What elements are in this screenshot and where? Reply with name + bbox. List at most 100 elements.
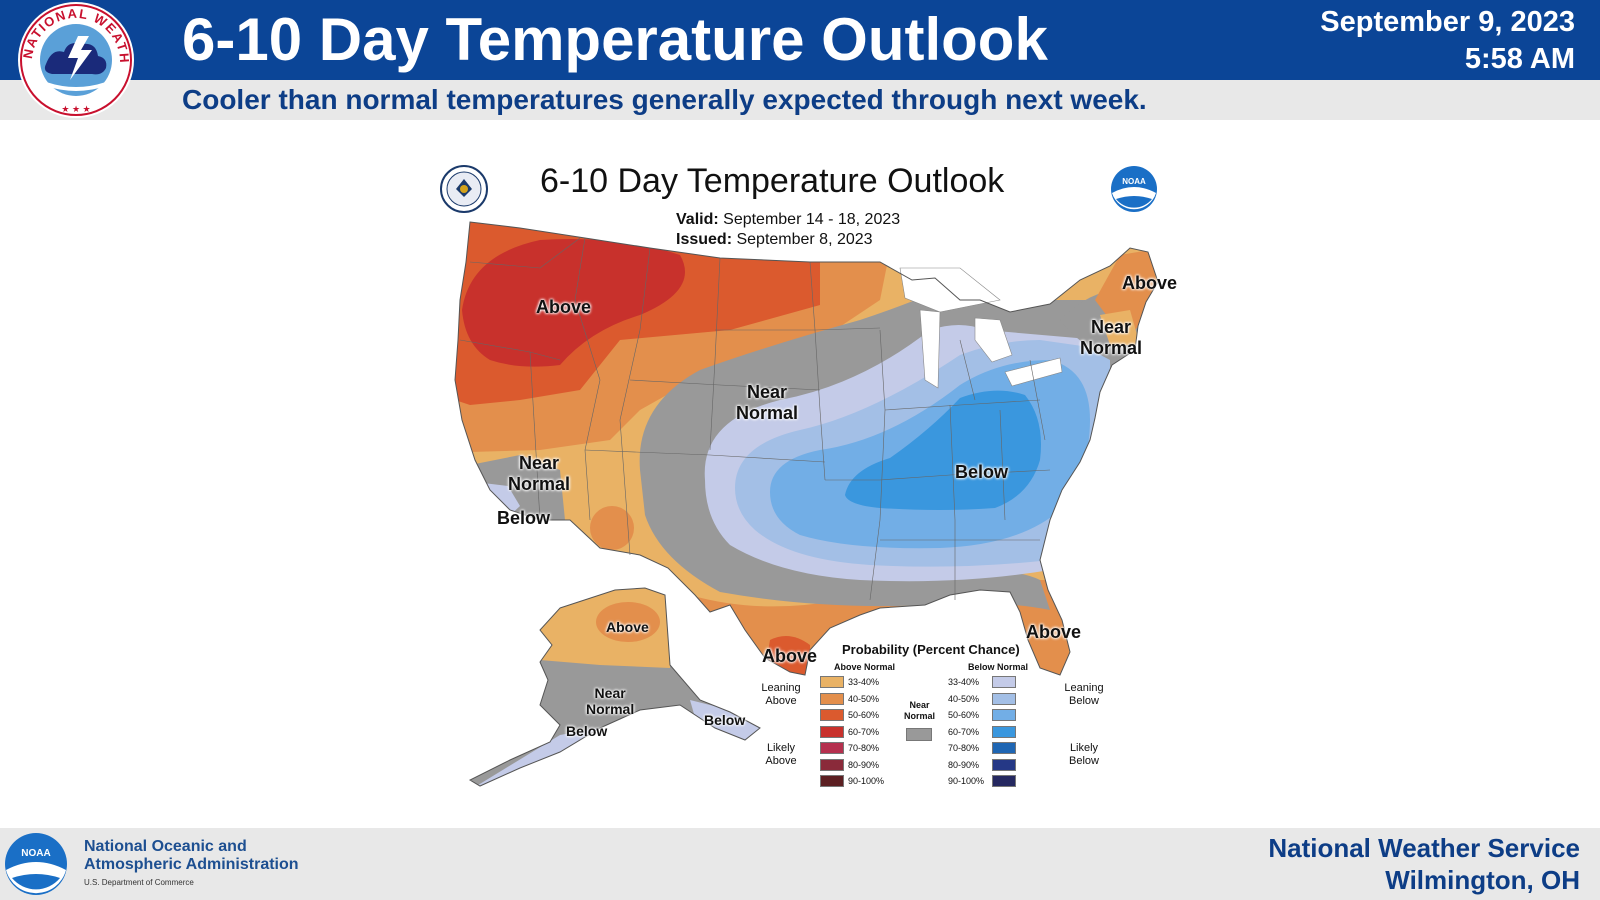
legend-above-range: 60-70% <box>848 726 880 737</box>
legend-below-swatch <box>992 758 1016 771</box>
svg-text:★ ★ ★: ★ ★ ★ <box>61 104 90 114</box>
legend-below-range: 33-40% <box>948 677 980 687</box>
valid-value: September 14 - 18, 2023 <box>723 211 901 228</box>
page-title: 6-10 Day Temperature Outlook <box>182 6 1048 73</box>
issued-date: Issued: September 8, 2023 <box>676 231 873 249</box>
legend-group-line: Above <box>765 755 797 768</box>
legend-below-range: 60-70% <box>948 726 980 737</box>
legend-below-swatch <box>992 692 1016 705</box>
legend-above-swatch <box>820 709 844 721</box>
legend-below-swatch <box>992 725 1016 738</box>
label-california-near: Near Normal <box>508 453 570 494</box>
legend-group-line: Leaning <box>761 682 801 694</box>
noaa-footer-logo-text: NOAA <box>21 848 50 859</box>
nws-logo-icon: NATIONAL WEATHER SERVICE ★ ★ ★ <box>12 0 134 118</box>
legend-group-line: Below <box>1069 695 1099 708</box>
footer-office: National Weather Service Wilmington, OH <box>1268 832 1580 896</box>
header-band <box>0 0 1600 80</box>
legend-below-swatch <box>992 742 1016 754</box>
label-line: Normal <box>1080 337 1143 358</box>
footer-agency-line1: National Oceanic and <box>84 838 247 855</box>
footer-nws-line1: National Weather Service <box>1268 833 1580 863</box>
temperature-outlook-map <box>454 221 1159 787</box>
legend-group-line: Likely <box>766 742 796 754</box>
subtitle-band <box>0 80 1600 120</box>
legend-group-line: Near <box>909 700 930 710</box>
map-title: 6-10 Day Temperature Outlook <box>540 162 1005 200</box>
label-line: Near <box>746 382 788 402</box>
probability-legend: Probability (Percent Chance) Above Norma… <box>758 638 1118 798</box>
legend-above-range: 70-80% <box>848 743 880 753</box>
label-new-england-near: Near Normal <box>1080 317 1142 358</box>
label-east-below: Below <box>955 462 1009 482</box>
label-maine-above: Above <box>1122 273 1178 293</box>
legend-group-line: Likely <box>1069 742 1099 754</box>
footer-nws-line2: Wilmington, OH <box>1385 865 1580 895</box>
label-alaska-above: Above <box>606 619 649 635</box>
noaa-logo-icon: NOAA <box>1111 166 1157 212</box>
legend-below-swatch <box>992 676 1016 688</box>
issue-datetime: September 9, 2023 5:58 AM <box>1320 4 1575 78</box>
label-line: Near <box>1090 317 1132 337</box>
label-line: Normal <box>508 473 571 494</box>
footer-agency-line2: Atmospheric Administration <box>84 856 299 873</box>
label-northern-plains: Near Normal <box>736 382 798 423</box>
legend-title: Probability (Percent Chance) <box>842 642 1020 657</box>
legend-below-range: 70-80% <box>948 743 980 753</box>
noaa-footer-logo-icon: NOAA <box>5 833 67 895</box>
commerce-seal-icon <box>440 165 488 213</box>
label-line: Normal <box>586 701 635 718</box>
legend-above-swatch <box>820 676 844 688</box>
legend-near-normal: Near Normal <box>904 700 935 722</box>
legend-above-range: 40-50% <box>848 693 880 704</box>
label-line: Normal <box>736 402 799 423</box>
legend-below-range: 80-90% <box>948 759 980 770</box>
footer-dept: U.S. Department of Commerce <box>84 878 194 887</box>
legend-likely-below: Likely Below <box>1058 742 1110 768</box>
legend-above-swatch <box>820 725 844 738</box>
legend-above-range: 50-60% <box>848 710 880 720</box>
legend-below-swatch <box>992 775 1016 787</box>
label-texas-above: Above <box>762 646 818 666</box>
legend-leaning-below: Leaning Below <box>1058 682 1110 708</box>
valid-label: Valid: <box>676 211 719 228</box>
page-subtitle: Cooler than normal temperatures generall… <box>182 84 1147 115</box>
legend-group-line: Normal <box>904 710 936 721</box>
alaska-outline <box>468 587 761 787</box>
label-line: Near <box>518 453 560 473</box>
legend-group-line: Above <box>765 695 797 708</box>
legend-above-header: Above Normal <box>834 662 896 672</box>
footer-band <box>0 828 1600 900</box>
conus-outline <box>454 221 1159 676</box>
label-alaska-below-west: Below <box>566 723 608 739</box>
state-lines <box>459 237 1051 601</box>
valid-period: Valid: September 14 - 18, 2023 <box>676 211 900 229</box>
legend-above-swatch <box>820 692 844 705</box>
legend-group-line: Below <box>1069 755 1099 768</box>
issue-time: 5:58 AM <box>1464 43 1575 75</box>
label-california-below: Below <box>497 508 551 528</box>
legend-below-range: 40-50% <box>948 693 980 704</box>
label-northwest: Above <box>536 297 592 317</box>
legend-below-header: Below Normal <box>968 662 1029 672</box>
label-line: Near <box>594 685 626 701</box>
issue-date: September 9, 2023 <box>1320 6 1575 38</box>
issued-label: Issued: <box>676 231 733 248</box>
legend-above-range: 90-100% <box>848 776 885 786</box>
footer-agency: National Oceanic and Atmospheric Adminis… <box>84 838 299 874</box>
label-alaska-below-panhandle: Below <box>704 712 746 728</box>
label-florida-above: Above <box>1026 622 1082 642</box>
legend-above-range: 33-40% <box>848 677 880 687</box>
legend-above-swatch <box>820 742 844 754</box>
legend-below-swatch <box>992 709 1016 721</box>
label-alaska-near: Near Normal <box>586 685 634 717</box>
legend-above-range: 80-90% <box>848 759 880 770</box>
legend-likely-above: Likely Above <box>758 742 804 768</box>
legend-below-range: 50-60% <box>948 710 980 720</box>
issued-value: September 8, 2023 <box>736 231 873 248</box>
legend-above-swatch <box>820 775 844 787</box>
conus-shading <box>455 222 1158 675</box>
legend-above-swatch <box>820 758 844 771</box>
legend-group-line: Leaning <box>1064 682 1104 694</box>
legend-below-range: 90-100% <box>948 776 985 786</box>
